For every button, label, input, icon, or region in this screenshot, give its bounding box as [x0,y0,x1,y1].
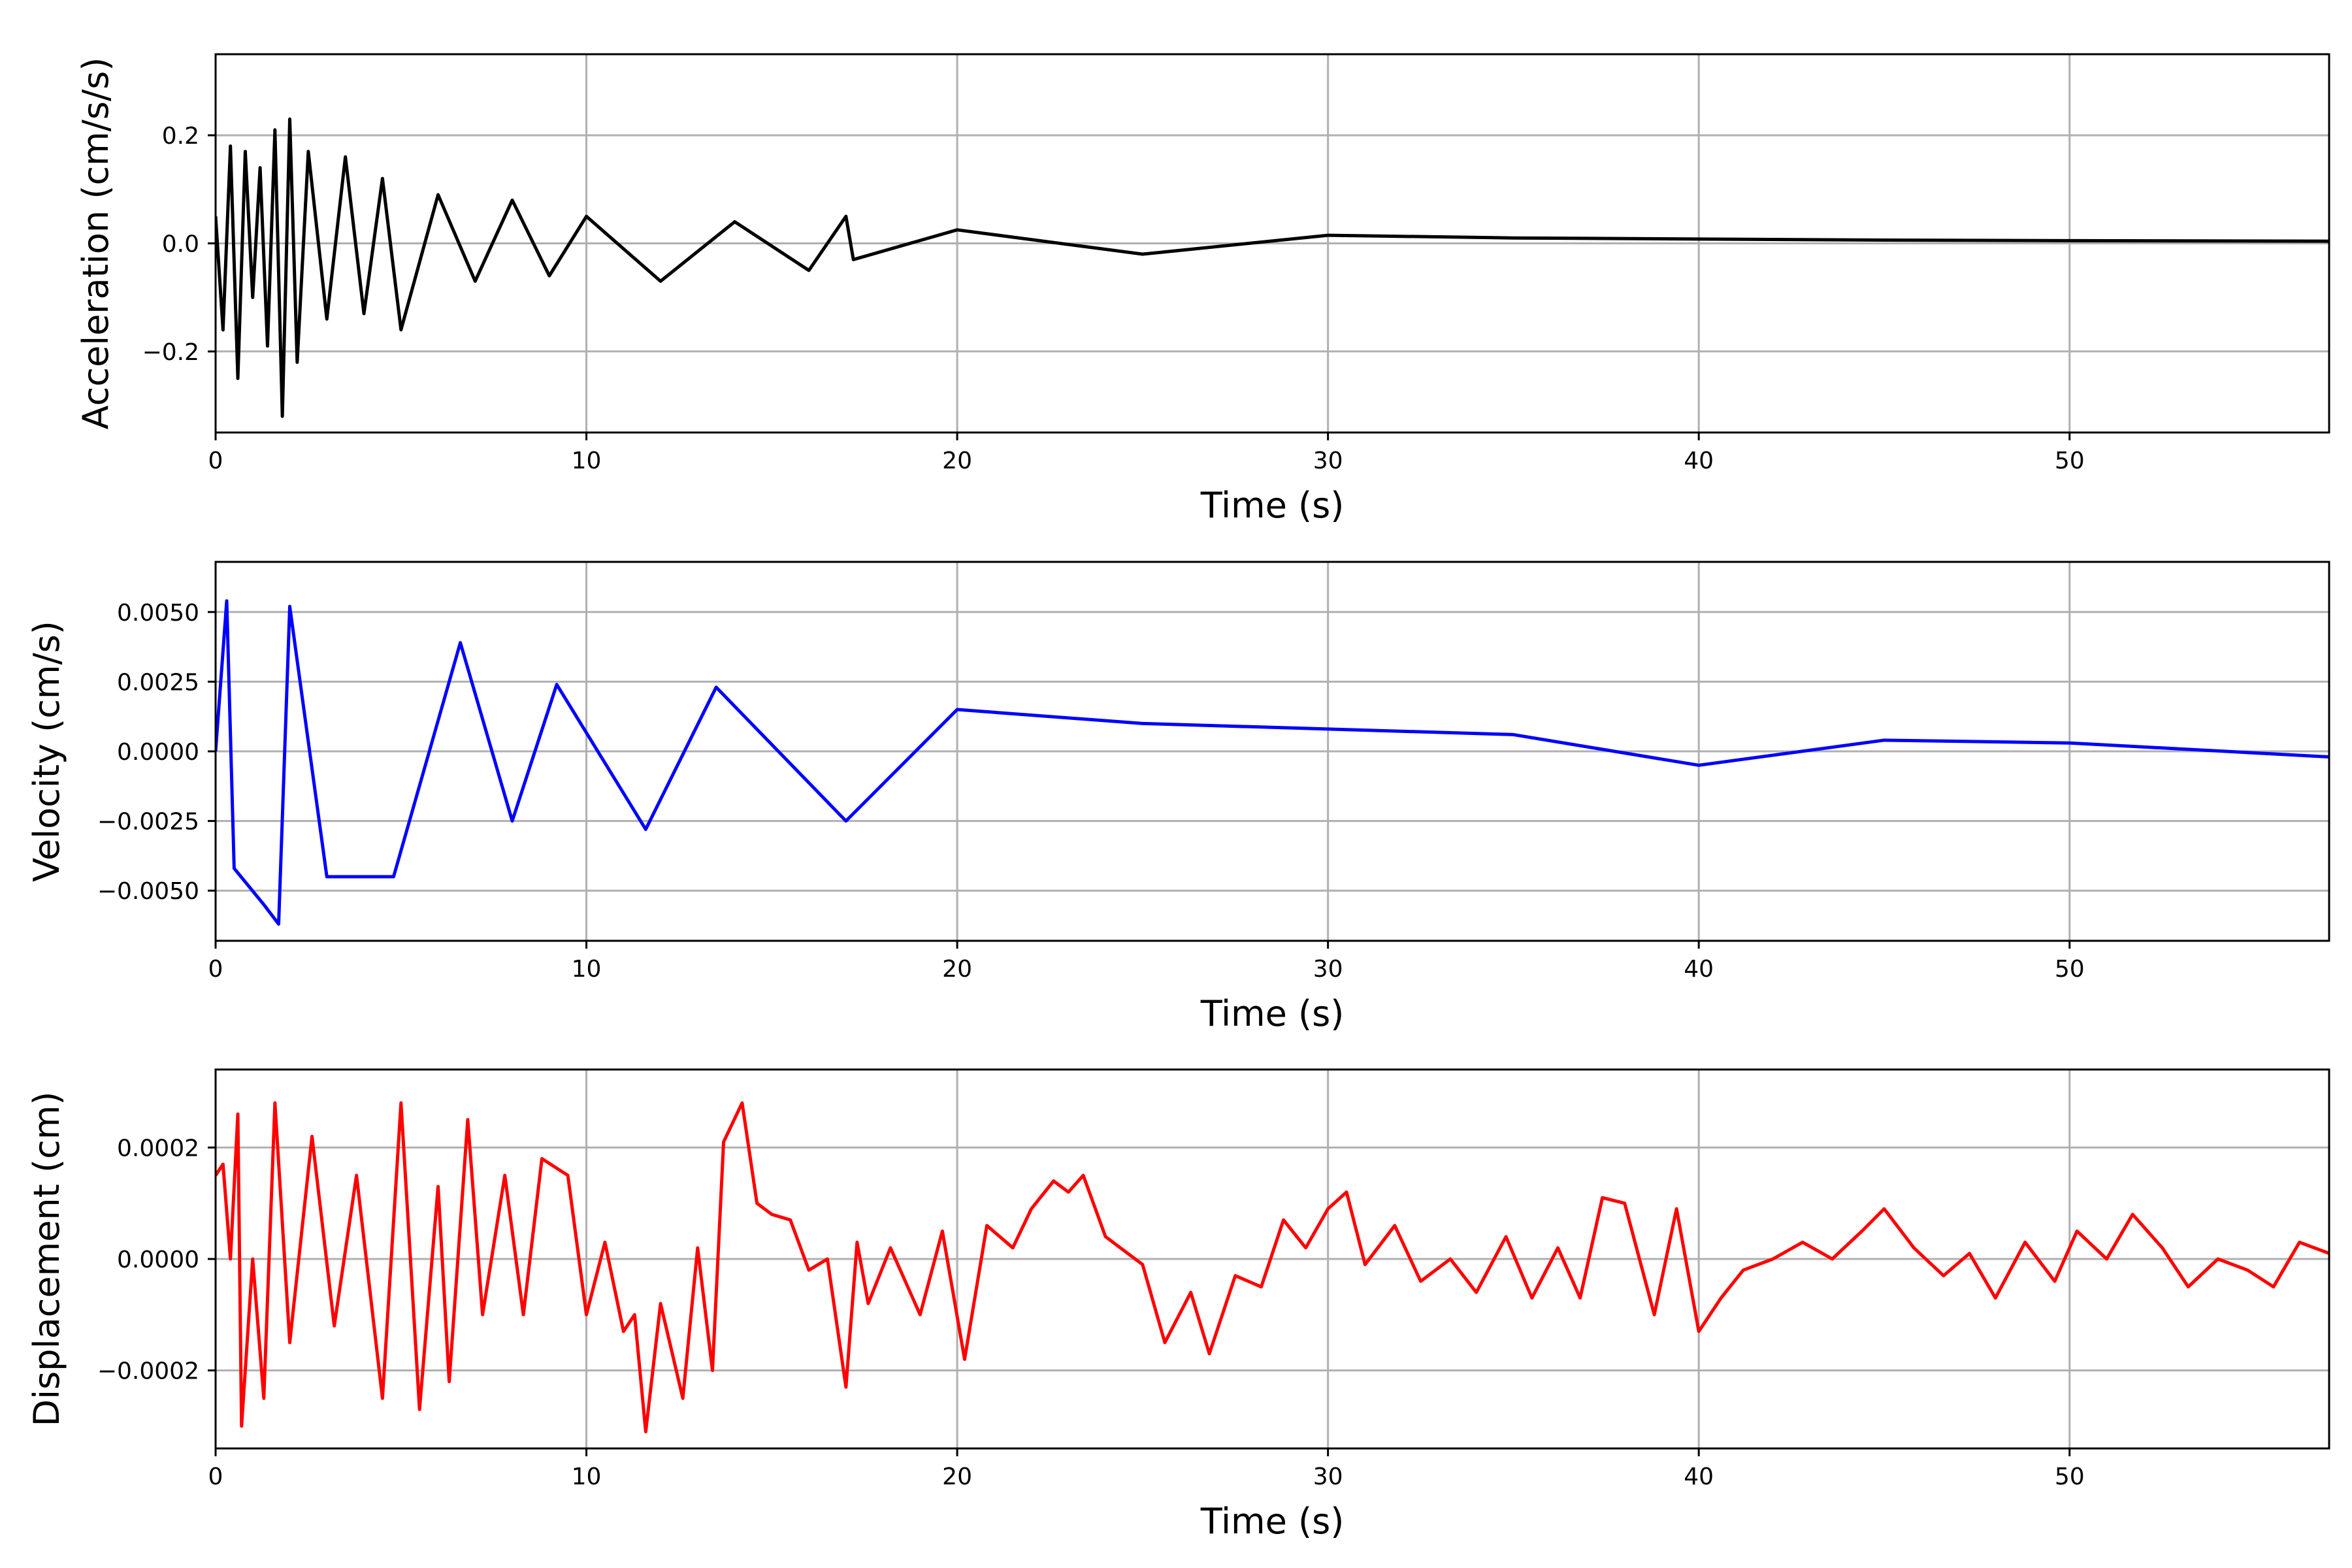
acceleration-y-tick-label: −0.2 [142,339,199,366]
acceleration-x-tick-label: 0 [208,448,223,474]
velocity-y-tick-label: 0.0050 [117,600,199,627]
velocity-x-tick-label: 0 [208,956,223,983]
acceleration-panel: 0 10 20 30 40 50 −0.2 0.0 0.2 Time (s) Acceleratio… [75,53,2330,526]
velocity-y-tick-label: −0.0050 [97,878,199,905]
displacement-panel: 0 10 20 30 40 50 −0.0002 0.0000 0.0002 Time (s) Di… [26,1068,2330,1542]
acceleration-y-axis-label: Acceleration (cm/s/s) [75,57,116,430]
acceleration-y-tick-label: 0.0 [162,231,199,258]
velocity-y-tick-label: 0.0000 [117,739,199,766]
acceleration-x-tick-label: 20 [942,448,972,474]
displacement-y-axis-label: Displacement (cm) [26,1092,67,1427]
acceleration-y-tick-label: 0.2 [162,123,199,150]
velocity-x-tick-label: 10 [572,956,602,983]
velocity-y-tick-label: 0.0025 [117,669,199,696]
displacement-y-tick-label: 0.0002 [117,1135,199,1162]
displacement-x-tick-label: 10 [572,1463,602,1490]
velocity-x-tick-label: 30 [1313,956,1343,983]
velocity-series-line [216,599,2329,926]
displacement-x-axis-label: Time (s) [1200,1501,1345,1542]
acceleration-x-tick-label: 50 [2055,448,2085,474]
displacement-x-tick-label: 20 [942,1463,972,1490]
velocity-y-tick-label: −0.0025 [97,809,199,836]
displacement-y-tick-label: 0.0000 [117,1247,199,1273]
displacement-y-tick-label: −0.0002 [97,1358,199,1385]
displacement-series-line [216,1101,2329,1433]
acceleration-x-tick-label: 40 [1684,448,1714,474]
acceleration-x-tick-label: 30 [1313,448,1343,474]
velocity-x-tick-label: 40 [1684,956,1714,983]
displacement-x-tick-label: 0 [208,1463,223,1490]
velocity-x-tick-label: 50 [2055,956,2085,983]
acceleration-series-line [216,117,2329,418]
displacement-x-tick-label: 30 [1313,1463,1343,1490]
velocity-panel: 0 10 20 30 40 50 −0.0050 −0.0025 0.0000 0.0025 0.0… [26,561,2330,1034]
velocity-x-axis-label: Time (s) [1200,993,1345,1034]
displacement-x-tick-label: 50 [2055,1463,2085,1490]
displacement-x-tick-label: 40 [1684,1463,1714,1490]
velocity-y-axis-label: Velocity (cm/s) [26,621,67,882]
velocity-x-tick-label: 20 [942,956,972,983]
acceleration-x-tick-label: 10 [572,448,602,474]
acceleration-x-axis-label: Time (s) [1200,485,1345,526]
